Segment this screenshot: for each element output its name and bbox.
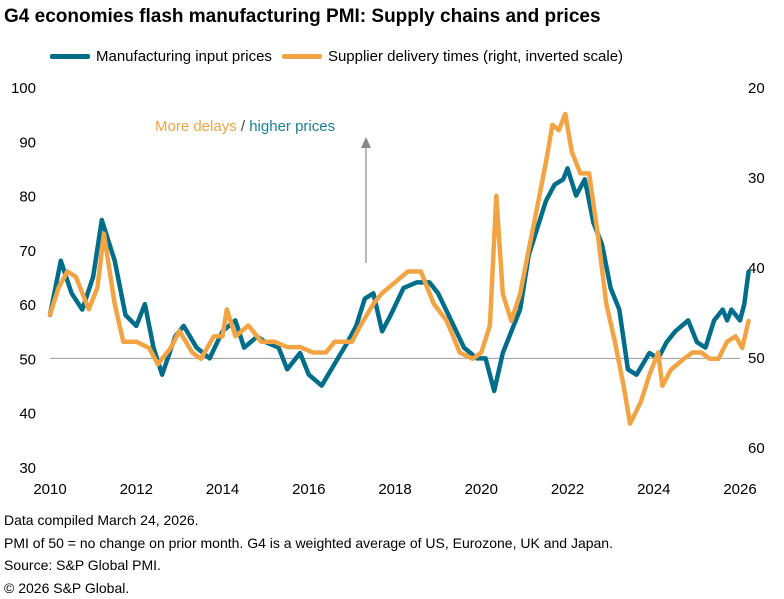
x-tick-label: 2018 xyxy=(378,481,411,498)
annotation-part2: higher prices xyxy=(249,118,335,135)
right-tick-label: 60 xyxy=(748,440,765,457)
right-tick-label: 20 xyxy=(748,80,765,97)
x-tick-label: 2022 xyxy=(551,481,584,498)
right-tick-label: 50 xyxy=(748,350,765,367)
x-tick-label: 2010 xyxy=(33,481,66,498)
left-tick-label: 90 xyxy=(19,134,36,151)
right-tick-label: 30 xyxy=(748,170,765,187)
annotation-sep: / xyxy=(237,118,250,135)
x-tick-label: 2012 xyxy=(120,481,153,498)
left-tick-label: 30 xyxy=(19,460,36,477)
footnotes: Data compiled March 24, 2026. PMI of 50 … xyxy=(4,509,613,599)
annotation-text: More delays / higher prices xyxy=(155,118,335,135)
series-line-delivery-times xyxy=(50,114,749,424)
right-tick-label: 40 xyxy=(748,260,765,277)
left-tick-label: 40 xyxy=(19,406,36,423)
x-tick-label: 2014 xyxy=(206,481,239,498)
left-tick-label: 60 xyxy=(19,297,36,314)
left-tick-label: 70 xyxy=(19,243,36,260)
left-tick-label: 100 xyxy=(11,80,36,97)
left-tick-label: 80 xyxy=(19,189,36,206)
footnote: © 2026 S&P Global. xyxy=(4,577,613,599)
left-tick-label: 50 xyxy=(19,351,36,368)
x-tick-label: 2020 xyxy=(465,481,498,498)
footnote: Data compiled March 24, 2026. xyxy=(4,509,613,532)
x-tick-label: 2016 xyxy=(292,481,325,498)
footnote: PMI of 50 = no change on prior month. G4… xyxy=(4,532,613,555)
annotation-part1: More delays xyxy=(155,118,237,135)
footnote: Source: S&P Global PMI. xyxy=(4,554,613,577)
x-tick-label: 2026 xyxy=(723,481,756,498)
x-tick-label: 2024 xyxy=(637,481,670,498)
arrow-up-icon xyxy=(361,137,371,148)
